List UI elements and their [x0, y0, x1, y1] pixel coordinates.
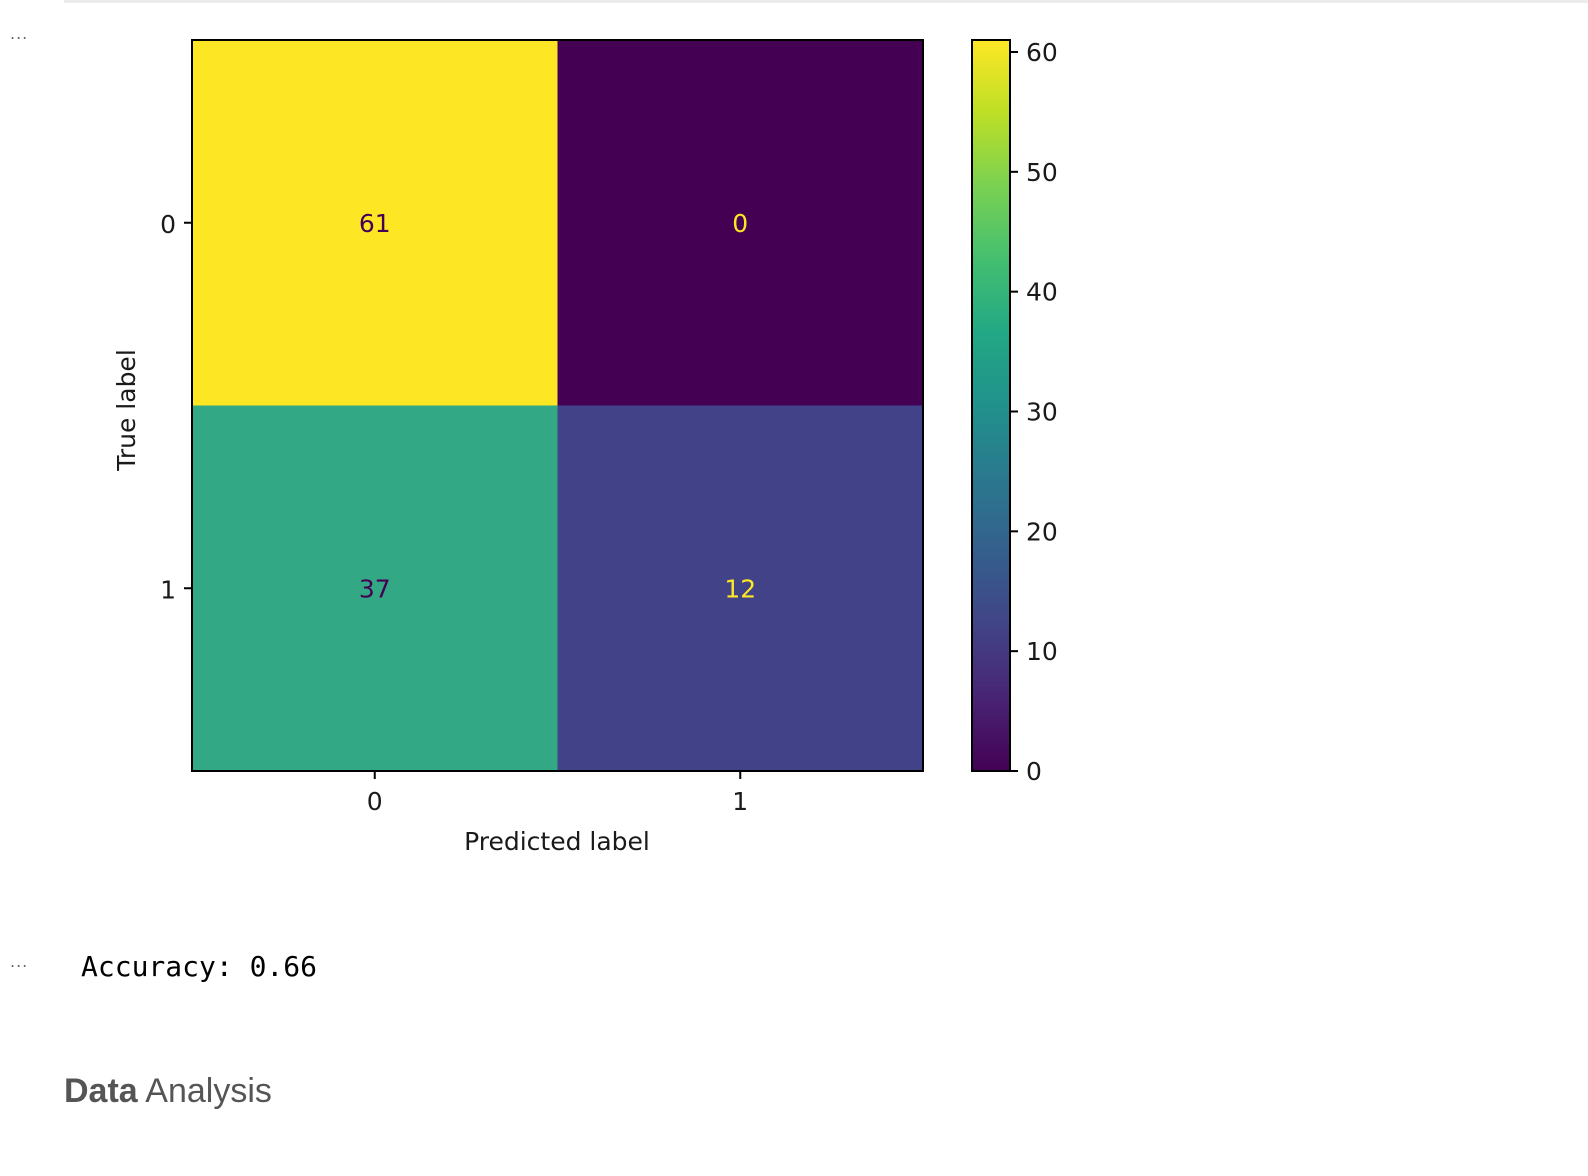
cell-value-label-0-1: 0: [732, 209, 748, 238]
colorbar-tick-label: 50: [1026, 158, 1058, 187]
cell-value-label-1-0: 37: [359, 574, 391, 603]
x-tick-label: 1: [732, 787, 748, 816]
x-axis-label: Predicted label: [464, 827, 650, 856]
colorbar-tick-label: 20: [1026, 517, 1058, 546]
confusion-matrix-plot: 61 037 12 0 101 Predicted label True label …: [112, 38, 1058, 856]
colorbar: [971, 39, 1011, 772]
heatmap-cell-1-1: [557, 405, 923, 771]
heatmap-cell-0-0: [192, 40, 558, 406]
cell-top-divider: [64, 0, 1588, 3]
accuracy-output: Accuracy: 0.66: [81, 950, 318, 983]
markdown-heading: Data Analysis: [64, 1072, 272, 1111]
markdown-heading-bold: Data: [64, 1072, 138, 1110]
y-tick-label: 0: [160, 210, 176, 239]
cell-gutter-menu-icon[interactable]: ...: [10, 952, 29, 971]
colorbar-tick-label: 30: [1026, 397, 1058, 426]
y-axis-label: True label: [112, 349, 141, 472]
y-tick-label: 1: [160, 575, 176, 604]
colorbar-tick-label: 10: [1026, 637, 1058, 666]
cell-value-label-1-1: 12: [724, 574, 756, 603]
plot-frame: [191, 39, 924, 772]
heatmap-cell-1-0: [192, 405, 558, 771]
markdown-heading-rest: Analysis: [137, 1072, 272, 1110]
x-tick-label: 0: [367, 787, 383, 816]
cell-gutter-menu-icon[interactable]: ...: [10, 24, 29, 43]
colorbar-tick-label: 40: [1026, 278, 1058, 307]
cell-value-label-0-0: 61: [359, 209, 391, 238]
colorbar-tick-label: 0: [1026, 757, 1042, 786]
colorbar-tick-label: 60: [1026, 38, 1058, 67]
heatmap-cell-0-1: [557, 40, 923, 406]
